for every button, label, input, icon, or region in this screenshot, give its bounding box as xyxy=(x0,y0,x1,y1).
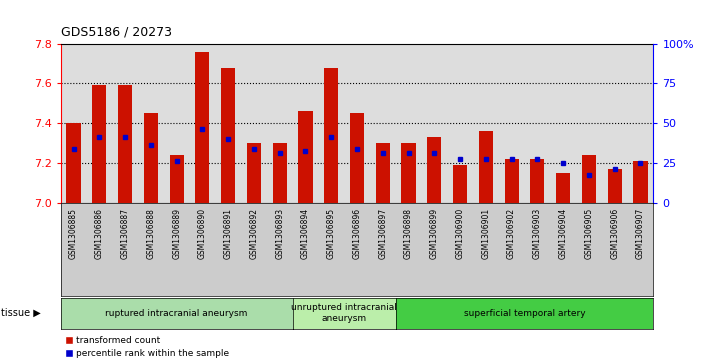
Text: GSM1306888: GSM1306888 xyxy=(146,208,156,259)
Bar xyxy=(531,159,545,203)
Text: GSM1306895: GSM1306895 xyxy=(327,208,336,259)
Text: ruptured intracranial aneurysm: ruptured intracranial aneurysm xyxy=(106,309,248,318)
Bar xyxy=(273,143,287,203)
Bar xyxy=(453,165,467,203)
Text: GSM1306887: GSM1306887 xyxy=(121,208,130,259)
Bar xyxy=(92,85,106,203)
Bar xyxy=(169,155,183,203)
Text: GSM1306886: GSM1306886 xyxy=(95,208,104,259)
Text: GSM1306896: GSM1306896 xyxy=(353,208,361,259)
Text: GSM1306904: GSM1306904 xyxy=(558,208,568,259)
Bar xyxy=(247,143,261,203)
Text: GSM1306891: GSM1306891 xyxy=(223,208,233,259)
Text: GDS5186 / 20273: GDS5186 / 20273 xyxy=(61,25,171,38)
Text: tissue ▶: tissue ▶ xyxy=(1,308,41,318)
Bar xyxy=(479,131,493,203)
Text: GSM1306889: GSM1306889 xyxy=(172,208,181,259)
Bar xyxy=(324,68,338,203)
Text: GSM1306890: GSM1306890 xyxy=(198,208,207,259)
Text: GSM1306893: GSM1306893 xyxy=(275,208,284,259)
Text: superficial temporal artery: superficial temporal artery xyxy=(463,309,585,318)
Bar xyxy=(144,113,158,203)
Bar xyxy=(66,123,81,203)
Bar xyxy=(427,137,441,203)
Bar xyxy=(401,143,416,203)
Bar xyxy=(556,173,570,203)
Text: GSM1306894: GSM1306894 xyxy=(301,208,310,259)
Text: GSM1306885: GSM1306885 xyxy=(69,208,78,259)
Bar xyxy=(221,68,235,203)
Text: GSM1306903: GSM1306903 xyxy=(533,208,542,259)
Text: GSM1306897: GSM1306897 xyxy=(378,208,387,259)
Bar xyxy=(582,155,596,203)
Bar xyxy=(298,111,313,203)
Bar xyxy=(196,52,209,203)
Bar xyxy=(608,169,622,203)
Legend: transformed count, percentile rank within the sample: transformed count, percentile rank withi… xyxy=(65,336,229,359)
Bar xyxy=(505,159,518,203)
Text: GSM1306900: GSM1306900 xyxy=(456,208,465,259)
Bar xyxy=(376,143,390,203)
Text: GSM1306901: GSM1306901 xyxy=(481,208,491,259)
Text: GSM1306892: GSM1306892 xyxy=(249,208,258,259)
Bar xyxy=(350,113,364,203)
Text: GSM1306899: GSM1306899 xyxy=(430,208,439,259)
Text: GSM1306906: GSM1306906 xyxy=(610,208,619,259)
Text: GSM1306902: GSM1306902 xyxy=(507,208,516,259)
Bar xyxy=(633,161,648,203)
Text: unruptured intracranial
aneurysm: unruptured intracranial aneurysm xyxy=(291,303,397,323)
Text: GSM1306905: GSM1306905 xyxy=(584,208,593,259)
Text: GSM1306907: GSM1306907 xyxy=(636,208,645,259)
Bar xyxy=(118,85,132,203)
Text: GSM1306898: GSM1306898 xyxy=(404,208,413,259)
